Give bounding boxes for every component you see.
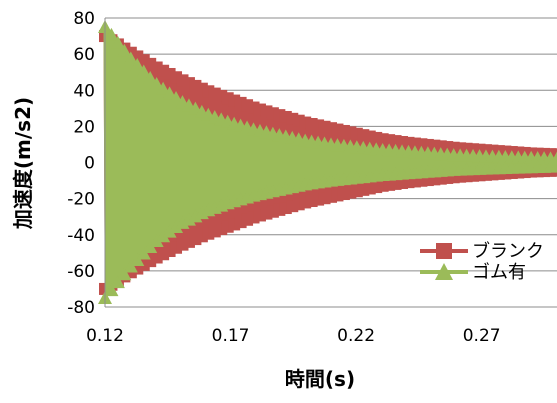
data-point (175, 215, 190, 229)
data-point (325, 122, 337, 135)
data-point (117, 43, 132, 57)
y-tick-label: 0 (84, 154, 95, 174)
legend-item-rubber: ゴム有 (420, 262, 526, 283)
y-tick-label: -20 (67, 190, 95, 210)
y-tick-label: 40 (73, 81, 95, 101)
data-point (130, 253, 145, 267)
x-tick-label: 0.12 (86, 326, 124, 346)
legend: ブランク ゴム有 (420, 240, 544, 283)
data-point (104, 27, 119, 41)
data-point (136, 64, 151, 78)
data-point (299, 116, 312, 129)
data-point (162, 224, 177, 238)
data-point (156, 81, 171, 95)
x-tick-label: 0.22 (337, 326, 375, 346)
legend-marker-blank (436, 243, 452, 259)
data-point (104, 283, 119, 297)
series-layer (98, 20, 557, 304)
data-point (130, 57, 145, 71)
legend-marker-rubber (435, 263, 453, 280)
y-tick-label: 20 (73, 117, 95, 137)
x-tick-label: 0.27 (463, 326, 501, 346)
data-point (188, 209, 203, 223)
data-point (149, 233, 164, 247)
data-point (169, 220, 184, 234)
data-point (123, 259, 138, 273)
y-tick-label: 60 (73, 45, 95, 65)
y-tick-label: -40 (67, 226, 95, 246)
series-rubber (98, 20, 557, 304)
data-point (110, 35, 125, 49)
legend-item-blank: ブランク (420, 240, 544, 262)
data-point (123, 51, 138, 65)
legend-label-blank: ブランク (472, 240, 544, 262)
x-tick-label: 0.17 (212, 326, 250, 346)
y-tick-label: -80 (67, 298, 95, 318)
data-point (162, 86, 177, 100)
data-point (551, 148, 557, 161)
data-point (156, 229, 171, 243)
data-point (149, 77, 164, 91)
data-point (181, 212, 196, 226)
data-point (117, 267, 132, 281)
ticks-layer: -80 -60 -40 -20 0 20 40 60 80 0.12 0.17 0.22 0.27 (67, 9, 500, 346)
y-axis-title: 加速度(m/s2) (11, 97, 35, 230)
data-point (136, 246, 151, 260)
y-tick-label: -60 (67, 262, 95, 282)
data-point (143, 70, 158, 84)
data-point (110, 275, 125, 289)
data-point (550, 159, 557, 173)
data-point (150, 251, 163, 264)
x-axis-title: 時間(s) (285, 367, 355, 391)
legend-label-rubber: ゴム有 (472, 262, 526, 283)
data-point (550, 151, 557, 165)
data-point (344, 126, 357, 139)
y-tick-label: 80 (73, 9, 95, 29)
